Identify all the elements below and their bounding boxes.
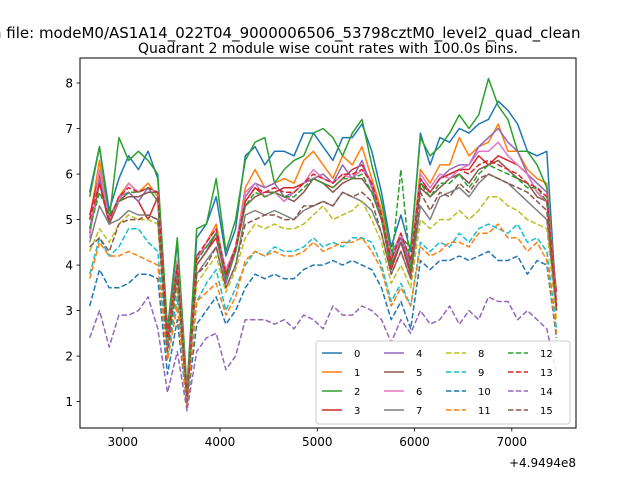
y-axis: 1 2 3 4 5 6 7 8 bbox=[65, 77, 80, 409]
legend-label-14: 14 bbox=[540, 387, 553, 398]
x-tick-label: 6000 bbox=[399, 435, 430, 449]
legend-label-12: 12 bbox=[540, 349, 553, 360]
chart-title: Quadrant 2 module wise count rates with … bbox=[138, 41, 518, 57]
figure-suptitle: n file: modeM0/AS1A14_022T04_9000006506_… bbox=[0, 24, 581, 43]
series-line-13 bbox=[88, 159, 558, 398]
series-line-11 bbox=[88, 223, 558, 407]
x-offset-label: +4.9494e8 bbox=[509, 456, 576, 470]
series-line-14 bbox=[88, 296, 558, 412]
x-tick-label: 3000 bbox=[108, 435, 139, 449]
x-axis: 3000 4000 5000 6000 7000 bbox=[108, 428, 528, 449]
series-layer bbox=[88, 77, 558, 412]
legend-label-9: 9 bbox=[478, 368, 484, 379]
y-tick-label: 2 bbox=[65, 350, 73, 364]
y-tick-label: 3 bbox=[65, 304, 73, 318]
x-tick-label: 5000 bbox=[302, 435, 333, 449]
y-tick-label: 5 bbox=[65, 213, 73, 227]
series-line-10 bbox=[88, 250, 558, 407]
x-tick-label: 7000 bbox=[497, 435, 528, 449]
axes-frame bbox=[79, 57, 577, 429]
legend-label-6: 6 bbox=[416, 387, 422, 398]
legend-label-8: 8 bbox=[478, 349, 484, 360]
legend-label-0: 0 bbox=[354, 349, 360, 360]
y-tick-label: 4 bbox=[65, 259, 73, 273]
legend-label-5: 5 bbox=[416, 368, 422, 379]
y-tick-label: 8 bbox=[65, 77, 73, 91]
legend-frame bbox=[315, 340, 571, 425]
legend-label-1: 1 bbox=[354, 368, 360, 379]
legend-label-4: 4 bbox=[416, 349, 422, 360]
y-tick-label: 7 bbox=[65, 122, 73, 136]
legend-label-11: 11 bbox=[478, 406, 491, 417]
y-tick-label: 6 bbox=[65, 168, 73, 182]
y-tick-label: 1 bbox=[65, 395, 73, 409]
legend-label-2: 2 bbox=[354, 387, 360, 398]
x-tick-label: 4000 bbox=[205, 435, 236, 449]
legend-label-3: 3 bbox=[354, 406, 360, 417]
series-line-12 bbox=[88, 164, 558, 398]
legend-label-10: 10 bbox=[478, 387, 491, 398]
legend-label-13: 13 bbox=[540, 368, 553, 379]
legend-label-15: 15 bbox=[540, 406, 553, 417]
series-line-15 bbox=[89, 173, 558, 403]
legend-label-7: 7 bbox=[416, 406, 422, 417]
